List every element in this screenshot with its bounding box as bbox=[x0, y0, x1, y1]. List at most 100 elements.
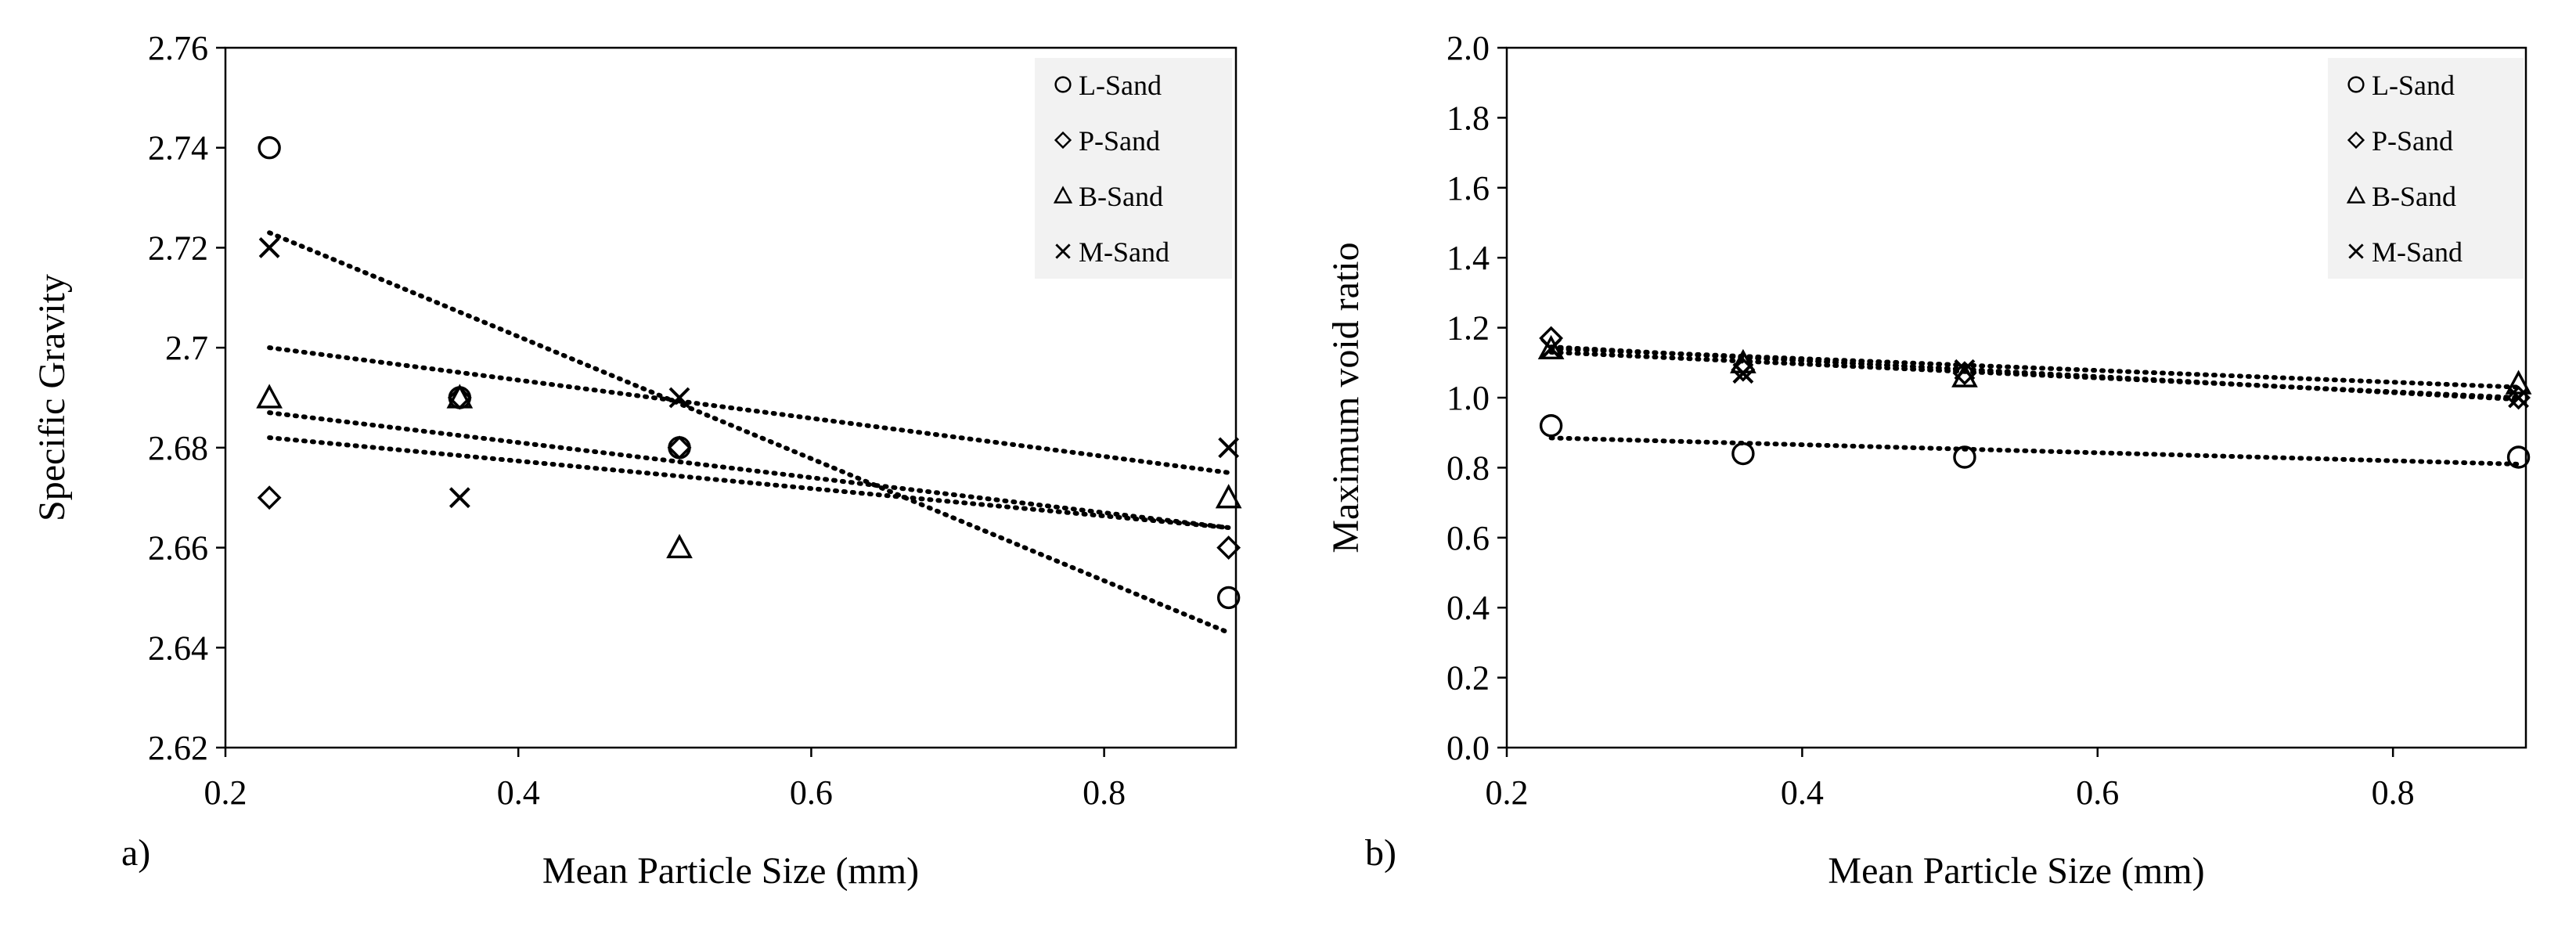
chart-panel-b: 0.0 0.2 0.4 0.6 0.8 1.0 1.2 1.4 1.6 1.8 2.0 0.2 0.4 0… bbox=[1325, 29, 2532, 892]
trendline-b-sand bbox=[267, 410, 1231, 531]
chart-panel-a: 2.62 2.64 2.66 2.68 2.7 2.72 2.74 2.76 0.2 0.4 0.6… bbox=[31, 29, 1242, 892]
y-tick-label: 1.2 bbox=[1447, 309, 1490, 348]
legend-marker bbox=[1054, 76, 1072, 93]
data-point-x bbox=[1954, 359, 1976, 380]
trendline-l-sand bbox=[267, 230, 1231, 636]
legend-background bbox=[1035, 58, 1232, 279]
y-axis-title: Specific Gravity bbox=[31, 274, 73, 521]
series-p-sand bbox=[257, 385, 1241, 560]
legend-marker bbox=[1053, 186, 1073, 204]
y-tick-label: 2.0 bbox=[1447, 29, 1490, 67]
data-point-circle bbox=[1216, 586, 1241, 610]
x-tick-label: 0.8 bbox=[1083, 773, 1126, 812]
x-tick-label: 0.8 bbox=[2372, 773, 2415, 812]
legend-marker bbox=[2347, 131, 2365, 150]
legend-label: B-Sand bbox=[1079, 181, 1163, 212]
legend-triangle-icon bbox=[2346, 186, 2366, 204]
data-point-x bbox=[1732, 362, 1754, 384]
data-point-x bbox=[1218, 437, 1240, 459]
data-point-circle bbox=[1539, 414, 1563, 438]
series-b-sand bbox=[256, 384, 1242, 559]
y-tick-label: 0.2 bbox=[1447, 659, 1490, 698]
plot-frame bbox=[224, 46, 1238, 749]
data-point-x bbox=[1540, 338, 1562, 359]
legend-marker bbox=[2347, 76, 2365, 93]
y-tick-label: 2.64 bbox=[148, 629, 208, 667]
x-tick-label: 0.4 bbox=[1781, 773, 1824, 812]
legend-label: B-Sand bbox=[2372, 181, 2456, 212]
data-point-circle bbox=[1731, 442, 1755, 466]
trendline-b-sand bbox=[1548, 346, 2521, 390]
data-point-x bbox=[668, 387, 690, 409]
data-point-x bbox=[449, 487, 470, 509]
legend-marker bbox=[2348, 243, 2364, 259]
series-l-sand bbox=[1539, 414, 2531, 469]
x-axis-title: Mean Particle Size (mm) bbox=[1828, 850, 2204, 892]
legend: L-Sand P-Sand B-Sand M-Sand bbox=[2328, 58, 2524, 279]
panel-label: a) bbox=[121, 832, 150, 874]
legend-marker bbox=[1055, 243, 1071, 259]
data-point-diamond bbox=[1216, 535, 1241, 560]
data-point-triangle bbox=[1215, 484, 1242, 509]
legend-triangle-icon bbox=[1053, 186, 1073, 204]
data-point-diamond bbox=[1952, 361, 1977, 386]
y-tick-label: 1.4 bbox=[1447, 239, 1490, 277]
y-tick-label: 1.6 bbox=[1447, 169, 1490, 207]
x-tick-label: 0.2 bbox=[1486, 773, 1529, 812]
legend-label: L-Sand bbox=[2372, 70, 2455, 101]
y-tick-label: 2.68 bbox=[148, 429, 208, 467]
legend-label: M-Sand bbox=[2372, 236, 2463, 268]
trendline-m-sand bbox=[267, 345, 1231, 475]
data-point-x bbox=[2508, 387, 2529, 409]
y-tick-label: 1.8 bbox=[1447, 99, 1490, 137]
legend-diamond-icon bbox=[1054, 131, 1072, 150]
series-m-sand bbox=[1540, 338, 2529, 409]
y-tick-label: 2.74 bbox=[148, 129, 208, 168]
legend-label: L-Sand bbox=[1079, 70, 1162, 101]
y-tick-label: 0.0 bbox=[1447, 729, 1490, 767]
data-point-circle bbox=[668, 436, 691, 460]
data-point-x bbox=[258, 237, 280, 258]
legend: L-Sand P-Sand B-Sand M-Sand bbox=[1035, 58, 1232, 279]
y-tick-label: 2.62 bbox=[148, 729, 208, 767]
y-tick-label: 0.4 bbox=[1447, 589, 1490, 627]
legend-label: P-Sand bbox=[1079, 125, 1160, 157]
legend-marker bbox=[2346, 186, 2366, 204]
data-point-diamond bbox=[667, 435, 692, 460]
trendline-m-sand bbox=[1548, 349, 2521, 400]
legend-label: P-Sand bbox=[2372, 125, 2453, 157]
x-tick-label: 0.6 bbox=[790, 773, 833, 812]
data-point-triangle bbox=[256, 384, 283, 409]
y-tick-label: 2.76 bbox=[148, 29, 208, 67]
legend-label: M-Sand bbox=[1079, 236, 1169, 268]
y-tick-label: 2.7 bbox=[165, 329, 208, 367]
legend-x-icon bbox=[1055, 243, 1071, 259]
y-tick-label: 2.72 bbox=[148, 229, 208, 267]
x-tick-label: 0.6 bbox=[2076, 773, 2119, 812]
data-point-triangle bbox=[2505, 369, 2532, 395]
data-point-triangle bbox=[666, 533, 693, 559]
data-point-triangle bbox=[1537, 334, 1565, 360]
series-b-sand bbox=[1537, 334, 2532, 395]
legend-x-icon bbox=[2348, 243, 2364, 259]
x-tick-label: 0.2 bbox=[204, 773, 247, 812]
data-point-circle bbox=[258, 136, 281, 160]
y-tick-label: 0.8 bbox=[1447, 449, 1490, 487]
data-point-circle bbox=[1953, 445, 1976, 469]
legend-marker bbox=[1054, 131, 1072, 150]
panel-label: b) bbox=[1365, 832, 1396, 874]
legend-background bbox=[2328, 58, 2524, 279]
data-point-diamond bbox=[257, 485, 282, 510]
trendline-l-sand bbox=[1548, 435, 2521, 467]
y-tick-label: 0.6 bbox=[1447, 519, 1490, 557]
legend-diamond-icon bbox=[2347, 131, 2365, 150]
series-m-sand bbox=[258, 237, 1240, 509]
legend-circle-icon bbox=[1054, 76, 1072, 93]
x-axis-title: Mean Particle Size (mm) bbox=[542, 850, 919, 892]
y-tick-label: 1.0 bbox=[1447, 379, 1490, 417]
y-tick-label: 2.66 bbox=[148, 529, 208, 568]
x-tick-label: 0.4 bbox=[497, 773, 540, 812]
data-point-triangle bbox=[446, 384, 474, 409]
